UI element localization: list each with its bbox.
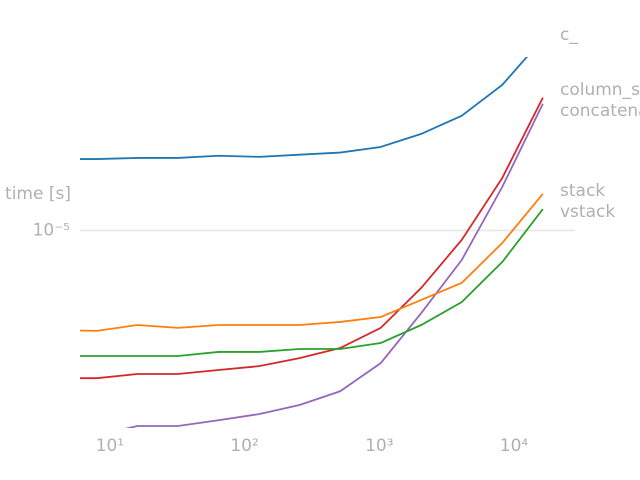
series-label: vstack	[560, 202, 615, 222]
series-line	[80, 208, 544, 357]
series-label: c_	[560, 25, 578, 45]
series-line	[125, 103, 544, 428]
y-axis-label: time [s]	[5, 184, 71, 204]
x-tick-label: 10⁴	[500, 436, 529, 456]
series-line	[80, 193, 544, 332]
x-tick-label: 10¹	[96, 436, 124, 456]
series-label: concatenate	[560, 101, 640, 121]
x-tick-label: 10²	[230, 436, 258, 456]
series-label: stack	[560, 181, 605, 201]
series-line	[80, 97, 544, 380]
x-tick-label: 10³	[365, 436, 393, 456]
series-label: column_stack	[560, 80, 640, 100]
series-line	[80, 57, 528, 160]
y-tick-label: 10⁻⁵	[33, 220, 70, 240]
